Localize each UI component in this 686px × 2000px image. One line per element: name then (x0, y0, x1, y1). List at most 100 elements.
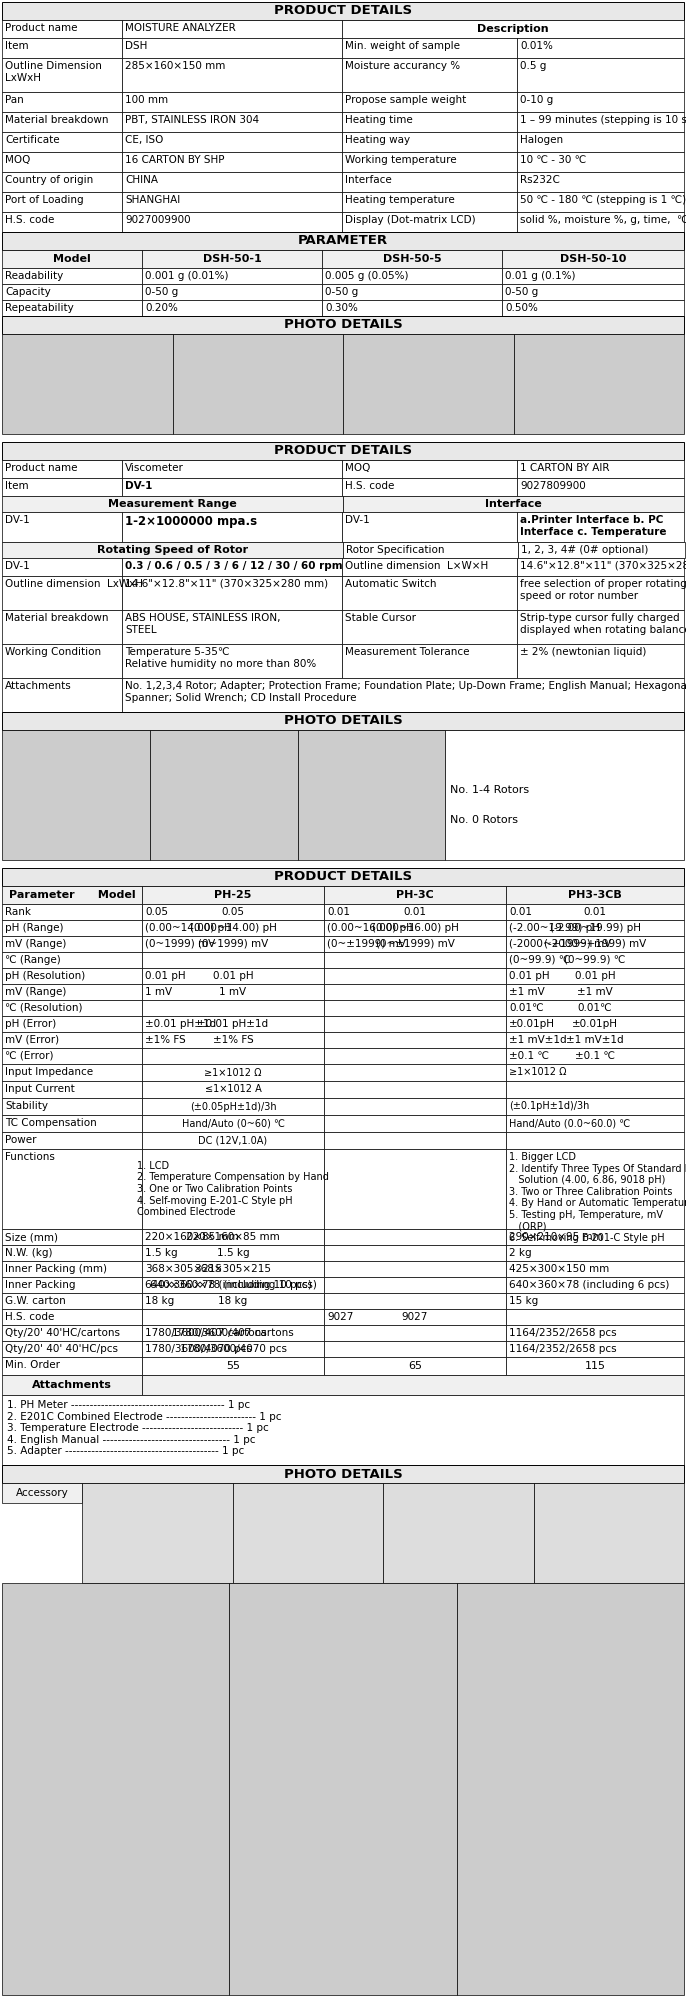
Text: Rs232C: Rs232C (520, 176, 560, 186)
Text: 0.01%: 0.01% (520, 40, 553, 50)
Bar (506, 1148, 684, 1228)
Text: 1780/3600/4070 pcs: 1780/3600/4070 pcs (145, 1344, 252, 1354)
Bar (2, 712, 684, 730)
Bar (343, 542, 518, 558)
Text: (-2.00~19.99) pH: (-2.00~19.99) pH (549, 924, 641, 932)
Text: Size (mm): Size (mm) (5, 1232, 58, 1242)
Text: ≥1×1012 Ω: ≥1×1012 Ω (509, 1068, 567, 1076)
Text: 0-50 g: 0-50 g (505, 286, 539, 296)
Text: ±0.01pH: ±0.01pH (572, 1020, 618, 1028)
Bar (2, 1116, 142, 1132)
Bar (342, 92, 517, 112)
Bar (2, 936, 142, 952)
Bar (2, 920, 142, 936)
Text: 9027: 9027 (327, 1312, 353, 1322)
Text: 2 kg: 2 kg (509, 1248, 532, 1258)
Bar (2, 316, 684, 334)
Bar (457, 1584, 684, 1996)
Bar (324, 1294, 506, 1308)
Bar (342, 192, 517, 212)
Text: 100 mm: 100 mm (125, 94, 168, 104)
Bar (2, 250, 142, 268)
Text: Hand/Auto (0~60) ℃: Hand/Auto (0~60) ℃ (182, 1118, 285, 1128)
Bar (517, 644, 684, 678)
Bar (2, 968, 142, 984)
Bar (506, 1324, 684, 1340)
Bar (142, 1032, 324, 1048)
Bar (2, 132, 122, 152)
Text: Stable Cursor: Stable Cursor (345, 612, 416, 624)
Bar (142, 1098, 324, 1116)
Bar (122, 478, 342, 496)
Text: 0.01: 0.01 (327, 908, 350, 916)
Text: Display (Dot-matrix LCD): Display (Dot-matrix LCD) (345, 214, 475, 224)
Text: ±1 mV±1d: ±1 mV±1d (509, 1036, 567, 1044)
Text: 1164/2352/2658 pcs: 1164/2352/2658 pcs (509, 1328, 617, 1338)
Text: 0-10 g: 0-10 g (520, 94, 553, 104)
Bar (506, 904, 684, 920)
Text: Model: Model (53, 254, 91, 264)
Bar (2, 1132, 142, 1148)
Bar (142, 984, 324, 1000)
Bar (2, 1000, 142, 1016)
Bar (2, 1584, 229, 1996)
Text: 1.5 kg: 1.5 kg (145, 1248, 178, 1258)
Text: 0.50%: 0.50% (505, 302, 538, 312)
Text: 1. Bigger LCD
2. Identify Three Types Of Standard Buffer
   Solution (4.00, 6.86: 1. Bigger LCD 2. Identify Three Types Of… (509, 1152, 686, 1244)
Text: Port of Loading: Port of Loading (5, 196, 84, 206)
Text: PARAMETER: PARAMETER (298, 234, 388, 248)
Bar (324, 1132, 506, 1148)
Bar (342, 212, 517, 232)
Bar (142, 250, 322, 268)
Bar (383, 1484, 534, 1584)
Text: Automatic Switch: Automatic Switch (345, 580, 436, 588)
Bar (122, 212, 342, 232)
Text: 0.01℃: 0.01℃ (578, 1004, 613, 1012)
Text: PHOTO DETAILS: PHOTO DETAILS (283, 1468, 403, 1480)
Text: Min. weight of sample: Min. weight of sample (345, 40, 460, 50)
Text: Outline dimension  L×W×H: Outline dimension L×W×H (345, 560, 488, 572)
Text: 640×360×78 (including 10 pcs): 640×360×78 (including 10 pcs) (150, 1280, 316, 1290)
Text: pH (Error): pH (Error) (5, 1020, 56, 1028)
Text: 1.5 kg: 1.5 kg (217, 1248, 249, 1258)
Text: 425×300×150 mm: 425×300×150 mm (509, 1264, 609, 1274)
Bar (142, 1148, 324, 1228)
Bar (2, 20, 122, 38)
Bar (142, 1116, 324, 1132)
Bar (2, 558, 122, 576)
Bar (517, 92, 684, 112)
Text: (0~1999) mV: (0~1999) mV (198, 940, 268, 950)
Bar (506, 1098, 684, 1116)
Bar (2, 212, 122, 232)
Text: ℃ (Resolution): ℃ (Resolution) (5, 1004, 82, 1012)
Bar (322, 300, 502, 316)
Text: 285×160×150 mm: 285×160×150 mm (125, 60, 226, 70)
Text: 1, 2, 3, 4# (0# optional): 1, 2, 3, 4# (0# optional) (521, 544, 648, 554)
Bar (122, 610, 342, 644)
Text: (0.00~16.00) pH: (0.00~16.00) pH (372, 924, 458, 932)
Bar (2, 1376, 142, 1396)
Bar (2, 152, 122, 172)
Text: Heating way: Heating way (345, 136, 410, 146)
Text: ±1 mV±1d: ±1 mV±1d (566, 1036, 624, 1044)
Text: PH3-3CB: PH3-3CB (568, 890, 622, 900)
Bar (506, 1048, 684, 1064)
Text: SHANGHAI: SHANGHAI (125, 196, 180, 206)
Text: 1-2×1000000 mpa.s: 1-2×1000000 mpa.s (125, 514, 257, 528)
Text: mV (Range): mV (Range) (5, 940, 67, 950)
Text: Interface: Interface (345, 176, 392, 186)
Bar (506, 952, 684, 968)
Text: MOISTURE ANALYZER: MOISTURE ANALYZER (125, 22, 236, 32)
Text: ±1 mV: ±1 mV (577, 986, 613, 996)
Bar (324, 920, 506, 936)
Text: 0.01 pH: 0.01 pH (575, 972, 615, 980)
Text: TC Compensation: TC Compensation (5, 1118, 97, 1128)
Bar (2, 1396, 684, 1464)
Bar (517, 478, 684, 496)
Bar (122, 58, 342, 92)
Text: 0.3 / 0.6 / 0.5 / 3 / 6 / 12 / 30 / 60 rpm: 0.3 / 0.6 / 0.5 / 3 / 6 / 12 / 30 / 60 r… (125, 560, 342, 572)
Text: 0.01: 0.01 (584, 908, 606, 916)
Text: Description: Description (477, 24, 549, 34)
Bar (502, 284, 684, 300)
Text: 18 kg: 18 kg (145, 1296, 174, 1306)
